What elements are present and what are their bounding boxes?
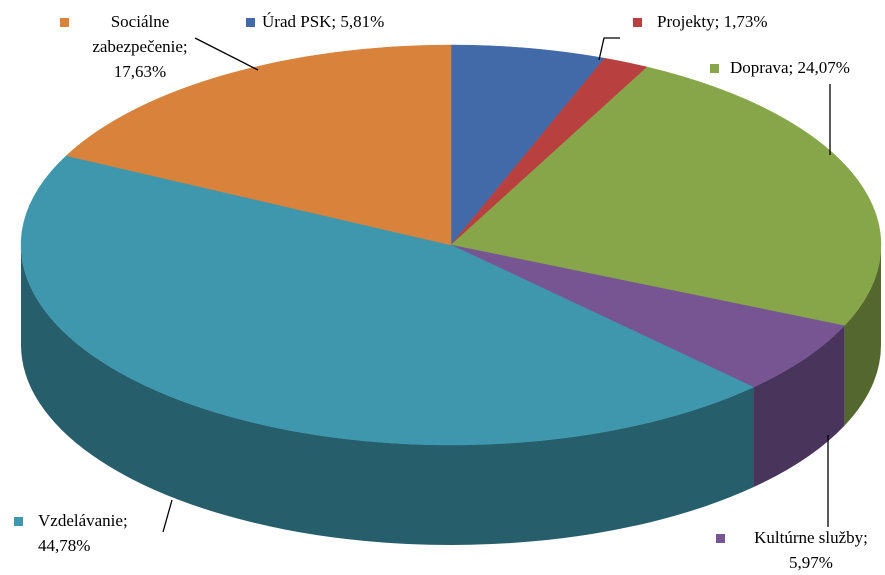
data-label: Sociálne zabezpečenie; 17,63% <box>70 9 210 84</box>
value-label: 5,81% <box>340 12 385 31</box>
value-label: 24,07% <box>797 58 850 77</box>
slice <box>450 244 845 388</box>
category-name: Úrad PSK <box>262 12 332 31</box>
category-name: Kultúrne služby <box>754 528 864 547</box>
slice-side <box>21 245 754 545</box>
slice-side <box>844 245 881 426</box>
data-label: Projekty; 1,73% <box>657 9 857 34</box>
value-label: 44,78% <box>38 536 91 555</box>
legend-marker <box>246 18 255 27</box>
legend-marker <box>60 18 69 27</box>
category-name: Sociálne zabezpečenie <box>92 12 183 56</box>
leader-line <box>162 499 173 533</box>
separator: ; <box>331 12 337 31</box>
data-label: Kultúrne služby; 5,97% <box>736 525 885 575</box>
separator: ; <box>182 37 188 56</box>
value-label: 17,63% <box>113 62 167 81</box>
separator: ; <box>122 511 128 530</box>
separator: ; <box>714 12 720 31</box>
value-label: 1,73% <box>723 12 768 31</box>
slice <box>20 155 755 446</box>
slice <box>450 66 882 327</box>
slice <box>65 44 452 246</box>
separator: ; <box>863 528 868 547</box>
category-name: Doprava <box>730 58 789 77</box>
leader-line <box>194 37 259 71</box>
category-name: Vzdelávanie <box>38 511 123 530</box>
legend-marker <box>716 534 725 543</box>
value-label: 5,97% <box>789 553 833 572</box>
slice-side <box>753 325 845 488</box>
leader-line <box>598 37 620 61</box>
legend-marker <box>14 517 23 526</box>
separator: ; <box>788 58 794 77</box>
data-label: Doprava; 24,07% <box>730 55 885 80</box>
legend-marker <box>710 64 719 73</box>
data-label: Úrad PSK; 5,81% <box>262 9 462 34</box>
data-label: Vzdelávanie; 44,78% <box>38 508 148 558</box>
legend-marker <box>633 18 642 27</box>
category-name: Projekty <box>657 12 715 31</box>
